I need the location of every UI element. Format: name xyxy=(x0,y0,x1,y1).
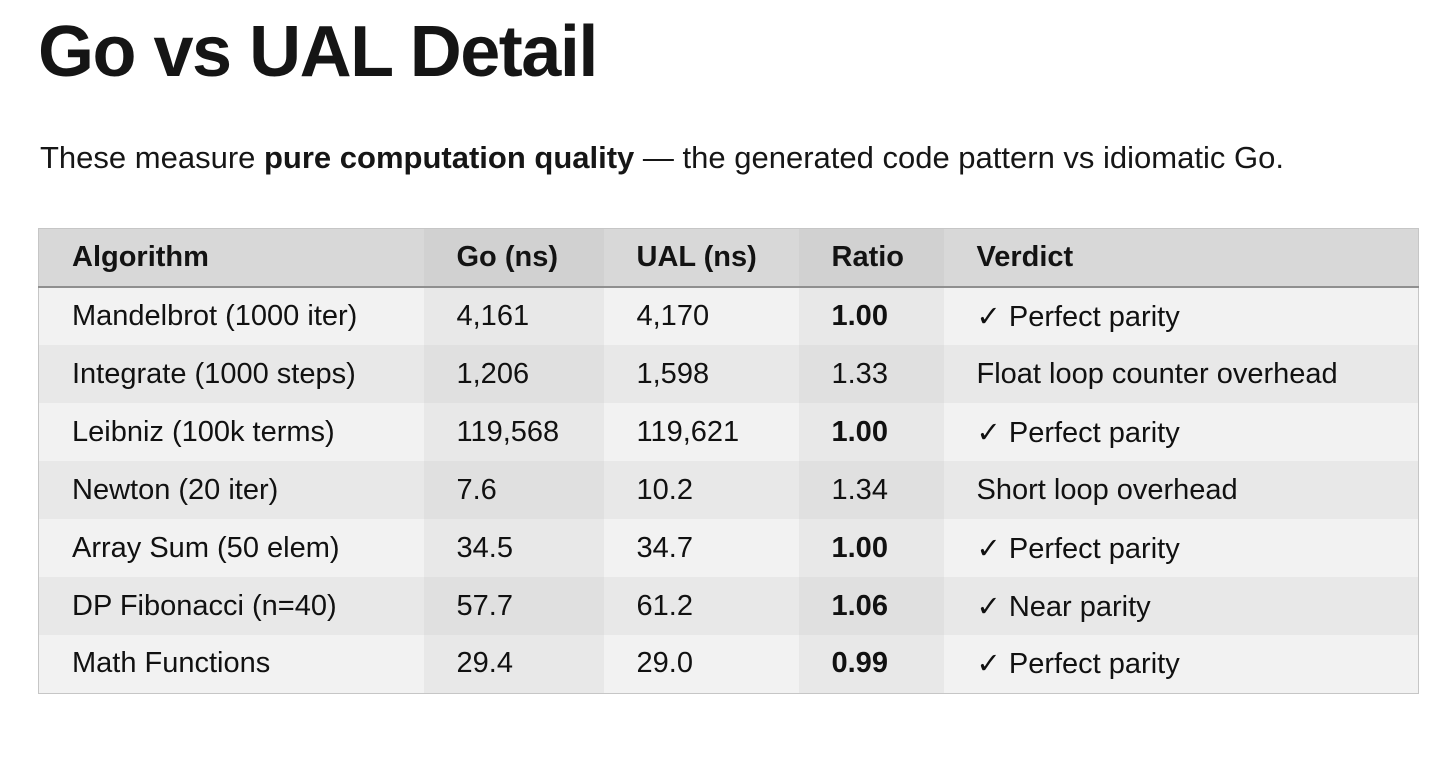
cell-ratio: 1.34 xyxy=(798,461,944,520)
cell-algorithm: Integrate (1000 steps) xyxy=(38,345,424,404)
cell-ratio: 1.33 xyxy=(798,345,944,404)
cell-go-ns: 1,206 xyxy=(423,345,604,404)
cell-verdict: ✓ Perfect parity xyxy=(943,635,1419,694)
cell-ual-ns: 61.2 xyxy=(603,577,799,636)
cell-ratio: 1.00 xyxy=(798,403,944,462)
cell-ratio: 1.00 xyxy=(798,287,944,346)
cell-ual-ns: 10.2 xyxy=(603,461,799,520)
table-row: Math Functions 29.4 29.0 0.99 ✓ Perfect … xyxy=(38,635,1419,694)
cell-ual-ns: 119,621 xyxy=(603,403,799,462)
table-row: Newton (20 iter) 7.6 10.2 1.34 Short loo… xyxy=(38,461,1419,520)
cell-ratio: 1.06 xyxy=(798,577,944,636)
cell-ual-ns: 4,170 xyxy=(603,287,799,346)
document-page: Go vs UAL Detail These measure pure comp… xyxy=(0,16,1456,694)
table-row: Mandelbrot (1000 iter) 4,161 4,170 1.00 … xyxy=(38,287,1419,346)
table-row: Integrate (1000 steps) 1,206 1,598 1.33 … xyxy=(38,345,1419,404)
column-header-ratio: Ratio xyxy=(798,228,944,289)
cell-ual-ns: 34.7 xyxy=(603,519,799,578)
table-row: DP Fibonacci (n=40) 57.7 61.2 1.06 ✓ Nea… xyxy=(38,577,1419,636)
cell-verdict: ✓ Perfect parity xyxy=(943,519,1419,578)
cell-algorithm: Math Functions xyxy=(38,635,424,694)
page-title: Go vs UAL Detail xyxy=(38,12,598,92)
subtitle-suffix: — the generated code pattern vs idiomati… xyxy=(634,140,1284,175)
subtitle: These measure pure computation quality —… xyxy=(40,140,1418,176)
table-header-row: Algorithm Go (ns) UAL (ns) Ratio Verdict xyxy=(38,228,1419,289)
cell-ual-ns: 1,598 xyxy=(603,345,799,404)
subtitle-emphasis: pure computation quality xyxy=(264,140,635,175)
column-header-algorithm: Algorithm xyxy=(38,228,424,289)
cell-go-ns: 29.4 xyxy=(423,635,604,694)
cell-verdict: Short loop overhead xyxy=(943,461,1419,520)
cell-verdict: Float loop counter overhead xyxy=(943,345,1419,404)
cell-verdict: ✓ Near parity xyxy=(943,577,1419,636)
cell-verdict: ✓ Perfect parity xyxy=(943,287,1419,346)
cell-algorithm: DP Fibonacci (n=40) xyxy=(38,577,424,636)
cell-algorithm: Mandelbrot (1000 iter) xyxy=(38,287,424,346)
table-row: Array Sum (50 elem) 34.5 34.7 1.00 ✓ Per… xyxy=(38,519,1419,578)
cell-go-ns: 7.6 xyxy=(423,461,604,520)
cell-algorithm: Newton (20 iter) xyxy=(38,461,424,520)
subtitle-prefix: These measure xyxy=(40,140,264,175)
cell-go-ns: 57.7 xyxy=(423,577,604,636)
cell-go-ns: 34.5 xyxy=(423,519,604,578)
cell-go-ns: 4,161 xyxy=(423,287,604,346)
cell-go-ns: 119,568 xyxy=(423,403,604,462)
cell-verdict: ✓ Perfect parity xyxy=(943,403,1419,462)
cell-ratio: 0.99 xyxy=(798,635,944,694)
comparison-table: Algorithm Go (ns) UAL (ns) Ratio Verdict… xyxy=(38,227,1419,694)
column-header-ual-ns: UAL (ns) xyxy=(603,228,799,289)
column-header-go-ns: Go (ns) xyxy=(423,228,604,289)
cell-ratio: 1.00 xyxy=(798,519,944,578)
cell-algorithm: Array Sum (50 elem) xyxy=(38,519,424,578)
column-header-verdict: Verdict xyxy=(943,228,1419,289)
table-row: Leibniz (100k terms) 119,568 119,621 1.0… xyxy=(38,403,1419,462)
cell-ual-ns: 29.0 xyxy=(603,635,799,694)
cell-algorithm: Leibniz (100k terms) xyxy=(38,403,424,462)
